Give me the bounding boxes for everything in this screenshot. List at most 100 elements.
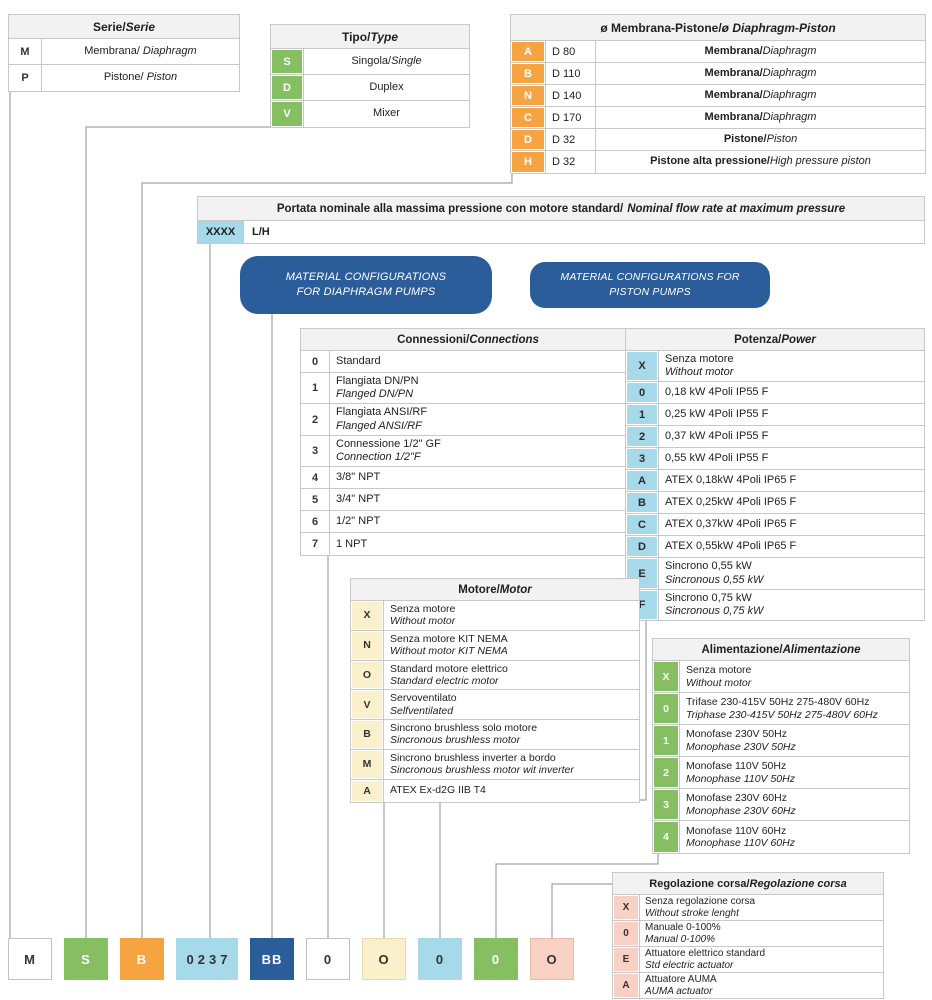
membrana-desc-it: Membrana/ [704,66,763,79]
potenza-desc-it: Sincrono 0,75 kW [665,591,752,604]
connessioni-desc-cell: Flangiata ANSI/RF Flanged ANSI/RF [329,404,635,435]
motore-desc-en: Sincronous brushless motor [390,734,521,747]
potenza-desc-it: ATEX 0,55kW 4Poli IP65 F [665,540,797,553]
connessioni-row-3: 3 Connessione 1/2" GF Connection 1/2"F [301,435,635,468]
potenza-desc-cell: ATEX 0,25kW 4Poli IP65 F [658,492,924,514]
connector-alimentazione-line [495,852,659,938]
regolazione-table-header: Regolazione corsa/Regolazione corsa [613,873,883,895]
membrana-size-cell: D 110 [545,63,595,84]
potenza-desc-it: ATEX 0,18kW 4Poli IP65 F [665,474,797,487]
regolazione-code-cell: X [614,896,638,919]
serie-desc-it: Pistone/ [103,71,144,84]
material-config-piston-button[interactable]: MATERIAL CONFIGURATIONS FOR PISTON PUMPS [530,262,770,308]
motore-row-V: V Servoventilato Selfventilated [351,690,639,720]
alimentazione-desc-cell: Monofase 110V 60Hz Monophase 110V 60Hz [679,821,909,853]
regolazione-header-it: Regolazione corsa/ [649,877,750,890]
portata-header-it: Portata nominale alla massima pressione … [276,202,624,215]
regolazione-desc-en: Without stroke lenght [645,907,739,919]
alimentazione-row-2: 2 Monofase 110V 50Hz Monophase 110V 50Hz [653,757,909,789]
membrana-desc-it: Pistone alta pressione/ [650,155,770,168]
potenza-desc-cell: 0,25 kW 4Poli IP55 F [658,404,924,426]
motore-row-A: A ATEX Ex-d2G IIB T4 [351,779,639,802]
potenza-code-cell: X [627,352,657,381]
potenza-row-2: 2 0,37 kW 4Poli IP55 F [626,426,924,449]
potenza-desc-cell: Sincrono 0,55 kW Sincronous 0,55 kW [658,558,924,589]
potenza-row-0: 0 0,18 kW 4Poli IP55 F [626,382,924,405]
connessioni-desc-it: Flangiata DN/PN [336,375,419,387]
membrana-desc-en: Diaphragm [762,44,817,57]
portata-table: Portata nominale alla massima pressione … [197,196,925,244]
motore-desc-it: Sincrono brushless inverter a bordo [390,751,556,764]
potenza-code-cell: C [627,515,657,535]
regolazione-desc-en: Manual 0-100% [645,933,716,945]
alimentazione-row-X: X Senza motore Without motor [653,661,909,693]
motore-desc-cell: Standard motore elettrico Standard electr… [383,660,639,690]
regolazione-desc-it: Manuale 0-100% [645,922,721,933]
alimentazione-desc-cell: Monofase 110V 50Hz Monophase 110V 50Hz [679,757,909,788]
membrana-size-cell: D 32 [545,129,595,150]
alimentazione-row-0: 0 Trifase 230-415V 50Hz 275-480V 60Hz Trip… [653,693,909,725]
motore-desc-cell: Senza motore Without motor [383,601,639,630]
tipo-row-V: V Mixer [271,101,469,127]
connector-membrana-line [141,172,513,938]
connessioni-row-6: 6 1/2" NPT [301,511,635,534]
regolazione-code-cell: A [614,974,638,997]
connessioni-code-cell: 6 [302,512,328,532]
portata-header-en: Nominal flow rate at maximum pressure [627,202,846,215]
tipo-table: Tipo/Type S Singola/Single D Duplex V Mixer [270,24,470,128]
potenza-desc-it: 0,37 kW 4Poli IP55 F [665,430,769,443]
regolazione-desc-en: AUMA actuator [645,985,713,997]
membrana-desc-cell: Membrana/Diaphragm [595,63,925,84]
potenza-row-X: X Senza motore Without motor [626,351,924,383]
connessioni-desc-cell: 1 NPT [329,533,635,556]
alimentazione-code-cell: X [654,662,678,691]
connessioni-desc-en: Flanged DN/PN [336,388,414,401]
serie-desc-it: Membrana/ [84,44,140,57]
potenza-table-body: X Senza motore Without motor 0 0,18 kW 4Poli… [626,351,924,621]
motore-code-cell: A [352,780,382,801]
alimentazione-table-body: X Senza motore Without motor 0 Trifase 230-4… [653,661,909,853]
motore-code-cell: X [352,602,382,629]
serie-header-en: Serie [125,19,156,34]
regolazione-header-en: Regolazione corsa [749,877,847,890]
example-code-cell-8: 0 [418,938,462,980]
motore-row-O: O Standard motore elettrico Standard elect… [351,660,639,691]
alimentazione-code-cell: 1 [654,726,678,755]
potenza-row-A: A ATEX 0,18kW 4Poli IP65 F [626,470,924,493]
motore-table: Motore/Motor X Senza motore Without motor N… [350,578,640,803]
alimentazione-desc-it: Monofase 230V 50Hz [686,728,787,741]
connessioni-desc-it: 3/4" NPT [336,493,381,506]
connessioni-row-2: 2 Flangiata ANSI/RF Flanged ANSI/RF [301,404,635,436]
serie-desc-en: Piston [146,71,178,84]
potenza-desc-en: Sincronous 0,55 kW [665,573,764,586]
regolazione-row-E: E Attuatore elettrico standard Std electri… [613,947,883,973]
motore-table-header: Motore/Motor [351,579,639,601]
connessioni-code-cell: 2 [302,405,328,434]
alimentazione-desc-en: Monophase 110V 60Hz [686,837,795,849]
membrana-desc-cell: Membrana/Diaphragm [595,41,925,62]
connessioni-desc-it: 1 NPT [336,537,368,550]
material-config-diaphragm-button[interactable]: MATERIAL CONFIGURATIONS FOR DIAPHRAGM PU… [240,256,492,314]
motore-table-body: X Senza motore Without motor N Senza motore … [351,601,639,802]
motore-code-cell: M [352,750,382,778]
motore-desc-it: ATEX Ex-d2G IIB T4 [390,784,486,797]
example-code-cell-6: 0 [306,938,350,980]
membrana-size-cell: D 140 [545,85,595,106]
example-code-cell-5: BB [250,938,294,980]
connessioni-table-body: 0 Standard 1 Flangiata DN/PN Flanged DN/PN 2 F… [301,351,635,556]
potenza-desc-cell: 0,37 kW 4Poli IP55 F [658,426,924,448]
potenza-table-header: Potenza/Power [626,329,924,351]
tipo-desc-en: Single [391,54,422,67]
motore-desc-it: Senza motore [390,603,456,615]
motore-desc-en: Without motor KIT NEMA [390,645,508,658]
connessioni-row-5: 5 3/4" NPT [301,489,635,512]
tipo-code-cell: D [272,76,302,99]
connessioni-row-7: 7 1 NPT [301,533,635,556]
regolazione-corsa-table: Regolazione corsa/Regolazione corsa X Sen… [612,872,884,999]
serie-desc-cell: Pistone/Piston [41,65,239,91]
connessioni-desc-it: 3/8" NPT [336,471,381,484]
potenza-desc-cell: 0,55 kW 4Poli IP55 F [658,448,924,470]
membrana-code-cell: B [512,64,544,83]
